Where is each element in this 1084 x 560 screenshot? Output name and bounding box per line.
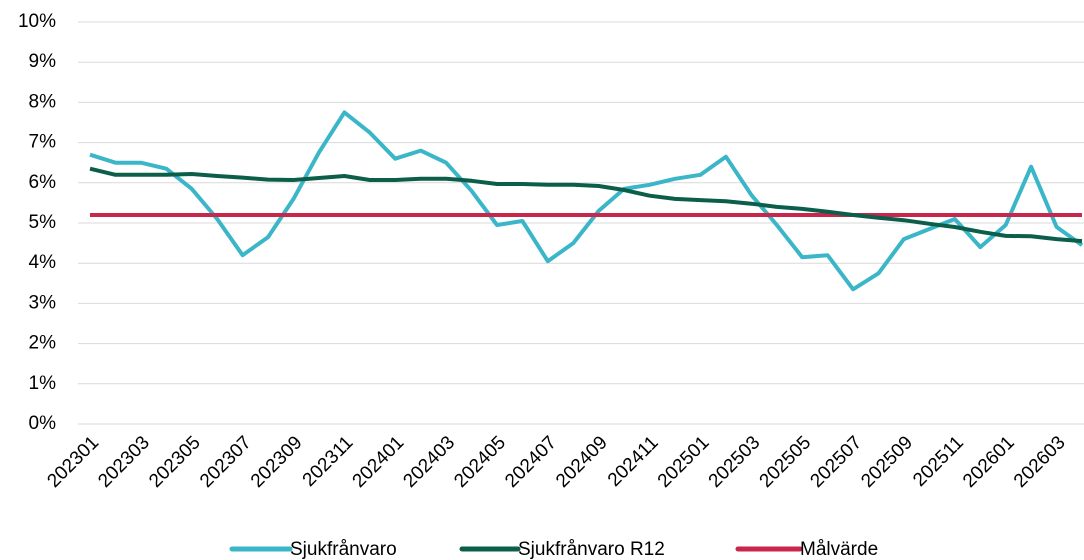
legend-label: Målvärde	[800, 539, 878, 560]
y-tick-label: 1%	[29, 373, 57, 394]
series-line	[89, 110, 1084, 292]
y-tick-label: 6%	[29, 172, 57, 193]
x-tick-label: 202305	[145, 432, 205, 492]
x-tick-label: 202601	[959, 432, 1019, 492]
x-tick-label: 202411	[604, 432, 663, 491]
x-tick-label: 202507	[806, 432, 866, 492]
y-tick-label: 10%	[18, 11, 56, 32]
x-tick-label: 202301	[43, 432, 103, 492]
y-tick-label: 2%	[29, 333, 57, 354]
x-tick-label: 202409	[552, 432, 612, 492]
x-tick-label: 202511	[909, 432, 968, 491]
y-tick-label: 3%	[29, 292, 57, 313]
x-tick-label: 202311	[299, 432, 358, 491]
x-tick-label: 202309	[247, 432, 307, 492]
x-tick-label: 202509	[857, 432, 917, 492]
y-tick-label: 5%	[29, 212, 57, 233]
y-tick-label: 7%	[29, 132, 57, 153]
x-tick-label: 202505	[756, 432, 816, 492]
x-tick-label: 202501	[654, 432, 714, 492]
y-tick-label: 9%	[29, 51, 57, 72]
y-tick-label: 0%	[29, 413, 57, 434]
series-line	[89, 166, 1083, 244]
x-tick-label: 202503	[705, 432, 765, 492]
y-tick-label: 8%	[29, 91, 57, 112]
x-tick-label: 202603	[1010, 432, 1070, 492]
legend-label: Sjukfrånvaro	[290, 539, 397, 560]
x-tick-label: 202407	[501, 432, 561, 492]
y-tick-label: 4%	[29, 252, 57, 273]
x-tick-label: 202405	[450, 432, 510, 492]
legend-label: Sjukfrånvaro R12	[518, 539, 665, 560]
x-tick-label: 202401	[349, 432, 409, 492]
x-tick-label: 202403	[400, 432, 460, 492]
x-tick-label: 202307	[196, 432, 256, 492]
x-tick-label: 202303	[94, 432, 154, 492]
